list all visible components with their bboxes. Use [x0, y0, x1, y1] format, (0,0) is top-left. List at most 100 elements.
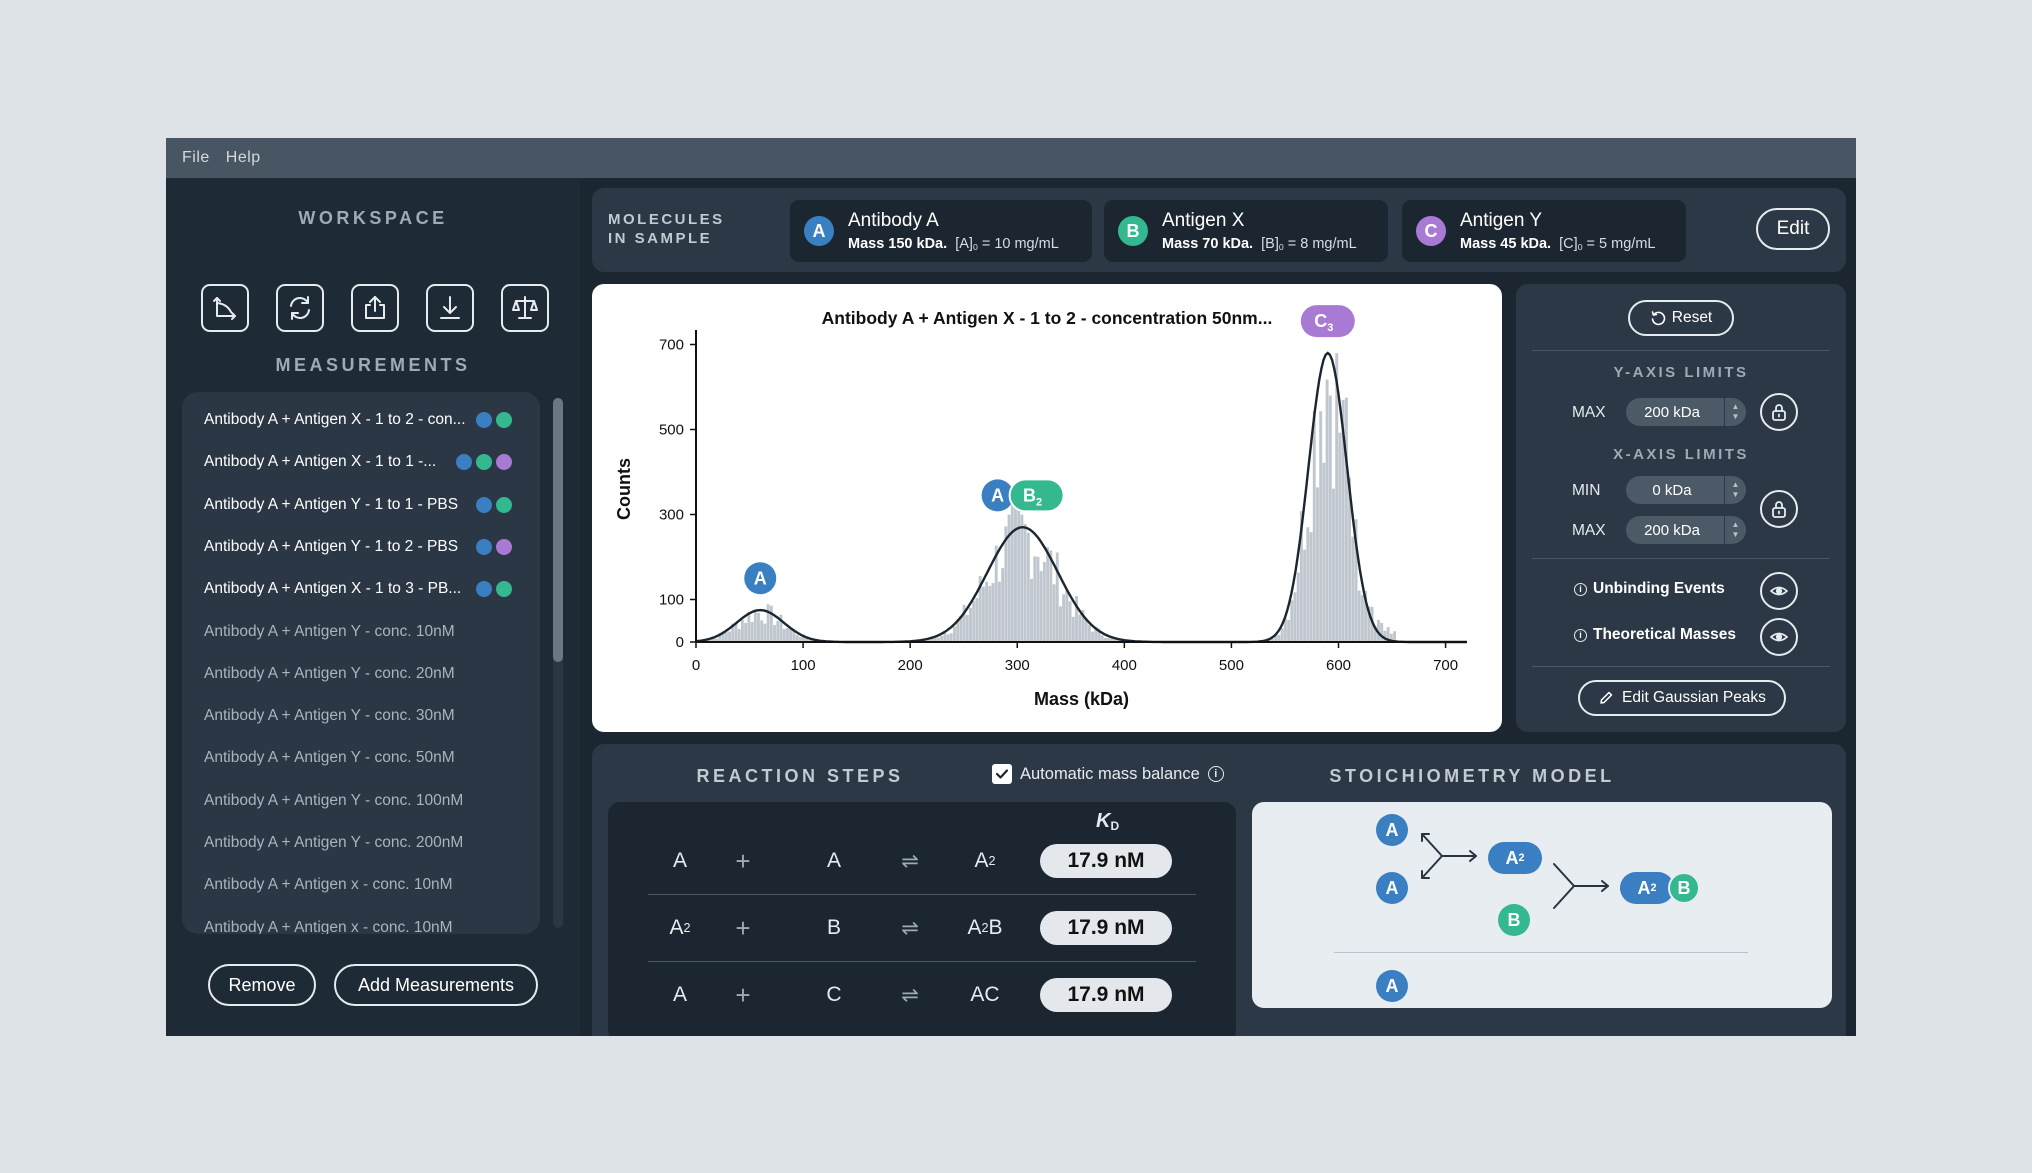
histogram-bar — [943, 632, 947, 642]
auto-mass-balance-checkbox[interactable] — [992, 764, 1012, 784]
measurement-label: Antibody A + Antigen Y - conc. 20nM — [204, 664, 455, 682]
dimer-letter: A — [1505, 847, 1519, 868]
checkmark-icon — [995, 769, 1009, 779]
row-divider — [648, 961, 1196, 962]
kd-value[interactable]: 17.9 nM — [1040, 978, 1172, 1012]
y-tick-label: 100 — [659, 592, 684, 609]
refresh-button[interactable] — [276, 284, 324, 332]
lock-icon — [1772, 501, 1786, 518]
histogram-bar — [1007, 514, 1011, 642]
molecule-dot — [496, 454, 512, 471]
y-axis-label: Counts — [614, 458, 634, 520]
molecule-dots — [456, 454, 512, 471]
edit-gaussian-peaks-button[interactable]: Edit Gaussian Peaks — [1578, 680, 1786, 716]
x-min-value: 0 kDa — [1652, 481, 1692, 499]
measurement-item[interactable]: Antibody A + Antigen X - 1 to 1 -... — [204, 441, 524, 483]
measurement-label: Antibody A + Antigen Y - conc. 50nM — [204, 749, 455, 767]
measurement-item[interactable]: Antibody A + Antigen Y - 1 to 2 - PBS — [204, 526, 524, 568]
stepper-arrows[interactable]: ▲ ▼ — [1724, 516, 1746, 544]
molecule-a-node: A — [1376, 970, 1408, 1002]
histogram-bar — [737, 628, 741, 642]
x-min-label: MIN — [1572, 482, 1601, 499]
histogram-bar — [1081, 610, 1085, 642]
scrollbar-thumb[interactable] — [553, 398, 563, 662]
histogram-bar — [1110, 636, 1114, 642]
histogram-bar — [760, 620, 764, 642]
histogram-bar — [1287, 619, 1290, 642]
measurement-item[interactable]: Antibody A + Antigen x - conc. 10nM — [204, 864, 524, 906]
histogram-bar — [1277, 635, 1281, 642]
x-min-stepper[interactable]: 0 kDa ▲ ▼ — [1626, 476, 1746, 504]
reset-button[interactable]: Reset — [1628, 300, 1734, 336]
molecule-card[interactable]: A Antibody A Mass 150 kDa. [A]0 = 10 mg/mL — [790, 200, 1092, 262]
x-lock-button[interactable] — [1760, 490, 1798, 528]
x-max-label: MAX — [1572, 522, 1606, 539]
histogram-bar — [1293, 592, 1297, 642]
measurements-title: MEASUREMENTS — [275, 355, 471, 375]
kd-value[interactable]: 17.9 nM — [1040, 844, 1172, 878]
info-icon: i — [1574, 628, 1587, 642]
molecule-card[interactable]: B Antigen X Mass 70 kDa. [B]0 = 8 mg/mL — [1104, 200, 1388, 262]
menu-file[interactable]: File — [182, 149, 210, 166]
molecule-dot — [496, 496, 512, 513]
x-tick-label: 700 — [1433, 657, 1458, 674]
histogram-bar — [795, 634, 799, 642]
theoretical-masses-label: Theoretical Masses — [1593, 626, 1737, 643]
y-lock-button[interactable] — [1760, 393, 1798, 431]
measurement-item[interactable]: Antibody A + Antigen Y - conc. 30nM — [204, 695, 524, 737]
merge-arrow-icon — [1553, 863, 1609, 909]
y-axis-limits-title: Y-AXIS LIMITS — [1613, 364, 1749, 381]
molecule-mass: Mass 70 kDa. — [1162, 236, 1254, 252]
y-max-stepper[interactable]: 200 kDa ▲ ▼ — [1626, 398, 1746, 426]
molecule-name: Antigen Y — [1460, 210, 1543, 231]
balance-button[interactable] — [501, 284, 549, 332]
molecule-conc-value: = 8 mg/mL — [1283, 236, 1357, 252]
edit-molecules-button[interactable]: Edit — [1756, 208, 1830, 250]
info-icon[interactable]: i — [1207, 766, 1224, 782]
peak-label-badge — [981, 479, 1014, 512]
histogram-bar — [728, 631, 732, 642]
y-tick-label: 0 — [676, 634, 684, 651]
balance-icon — [512, 296, 538, 319]
x-max-stepper[interactable]: 200 kDa ▲ ▼ — [1626, 516, 1746, 544]
molecule-conc-sub: 0 — [1577, 242, 1583, 253]
reset-label: Reset — [1671, 309, 1713, 326]
kd-header: KD — [1096, 810, 1119, 833]
measurement-item[interactable]: Antibody A + Antigen Y - conc. 50nM — [204, 737, 524, 779]
product-sub: 2 — [988, 854, 996, 868]
download-button[interactable] — [426, 284, 474, 332]
axes-button[interactable] — [201, 284, 249, 332]
measurement-item[interactable]: Antibody A + Antigen Y - 1 to 1 - PBS — [204, 484, 524, 526]
measurement-item[interactable]: Antibody A + Antigen X - 1 to 2 - con... — [204, 399, 524, 441]
histogram-bar — [776, 620, 780, 642]
histogram-bar — [965, 615, 969, 642]
histogram-bar — [1351, 536, 1355, 642]
histogram-bar — [1026, 532, 1030, 642]
histogram-bar — [988, 586, 992, 642]
measurement-item[interactable]: Antibody A + Antigen Y - conc. 10nM — [204, 611, 524, 653]
molecule-dot — [496, 538, 512, 555]
unbinding-events-visibility-toggle[interactable] — [1760, 572, 1798, 610]
menu-help[interactable]: Help — [225, 149, 261, 166]
histogram-bar — [1042, 562, 1046, 642]
upload-button[interactable] — [351, 284, 399, 332]
measurement-item[interactable]: Antibody A + Antigen Y - conc. 200nM — [204, 822, 524, 864]
measurement-item[interactable]: Antibody A + Antigen Y - conc. 100nM — [204, 780, 524, 822]
measurement-item[interactable]: Antibody A + Antigen x - conc. 10nM — [204, 907, 524, 934]
histogram-bar — [1039, 571, 1043, 642]
reactant-2: A — [794, 828, 874, 894]
molecule-conc-symbol: [A] — [955, 236, 973, 252]
remove-button[interactable]: Remove — [208, 964, 316, 1006]
measurement-item[interactable]: Antibody A + Antigen Y - conc. 20nM — [204, 653, 524, 695]
molecule-dot — [476, 454, 492, 471]
stepper-arrows[interactable]: ▲ ▼ — [1724, 398, 1746, 426]
theoretical-masses-visibility-toggle[interactable] — [1760, 618, 1798, 656]
molecule-card[interactable]: C Antigen Y Mass 45 kDa. [C]0 = 5 mg/mL — [1402, 200, 1686, 262]
measurements-scrollbar[interactable] — [553, 398, 563, 928]
measurement-item[interactable]: Antibody A + Antigen X - 1 to 3 - PB... — [204, 568, 524, 610]
histogram-bar — [724, 632, 728, 642]
kd-value[interactable]: 17.9 nM — [1040, 911, 1172, 945]
add-measurements-button[interactable]: Add Measurements — [334, 964, 538, 1006]
stepper-arrows[interactable]: ▲ ▼ — [1724, 476, 1746, 504]
